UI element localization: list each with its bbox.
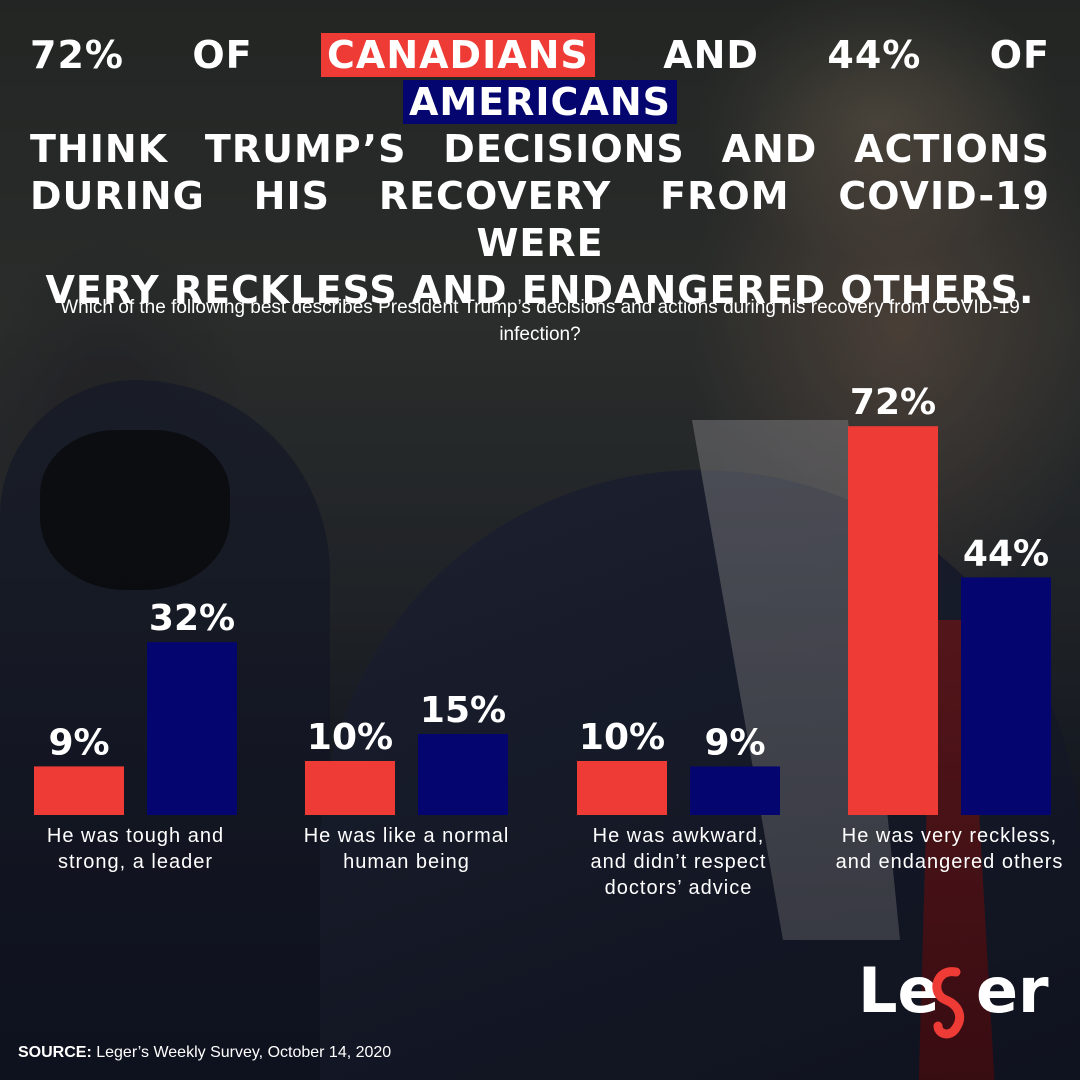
survey-question: Which of the following best describes Pr… [60, 297, 1020, 345]
value-label-americans-3: 9% [704, 722, 765, 763]
category-label-line: strong, a leader [58, 851, 213, 873]
bar-americans-4 [961, 577, 1051, 815]
headline-line-2: THINK TRUMP’S DECISIONS AND ACTIONS [30, 127, 1050, 171]
category-label-line: doctors’ advice [604, 877, 753, 899]
highlight-canadians: CANADIANS [321, 33, 595, 77]
bar-americans-3 [690, 766, 780, 815]
headline-line-4: VERY RECKLESS AND ENDANGERED OTHERS. [45, 268, 1035, 312]
category-label-line: and didn’t respect [590, 851, 767, 873]
category-label-line: and endangered others [835, 851, 1064, 873]
category-label-2: He was like a normal human being [277, 823, 537, 875]
category-label-line: He was very reckless, [841, 825, 1058, 847]
value-label-americans-2: 15% [420, 690, 506, 731]
bar-americans-2 [418, 734, 508, 815]
headline-text: AND 44% OF [663, 33, 1050, 77]
bar-americans-1 [147, 642, 237, 815]
background-mask [40, 430, 230, 590]
highlight-americans: AMERICANS [402, 80, 678, 124]
value-label-canadians-1: 9% [48, 722, 109, 763]
value-label-canadians-3: 10% [579, 717, 665, 758]
logo-g-icon [932, 967, 965, 1039]
bar-canadians-2 [305, 761, 395, 815]
headline-line-1: 72% OF CANADIANS AND 44% OF AMERICANS [30, 32, 1050, 126]
source-label: SOURCE: [18, 1044, 92, 1061]
value-label-americans-4: 44% [963, 533, 1049, 574]
value-label-canadians-4: 72% [850, 382, 936, 423]
logo-text-er: er [976, 954, 1049, 1027]
category-label-line: He was awkward, [592, 825, 765, 847]
headline: 72% OF CANADIANS AND 44% OF AMERICANS TH… [30, 32, 1050, 314]
bar-canadians-4 [848, 426, 938, 815]
category-label-line: He was like a normal [303, 825, 510, 847]
source-note: SOURCE: Leger’s Weekly Survey, October 1… [18, 1044, 391, 1062]
category-label-3: He was awkward, and didn’t respect doctors… [549, 823, 809, 901]
headline-text: 72% OF [30, 33, 253, 77]
headline-line-3: DURING HIS RECOVERY FROM COVID-19 WERE [30, 174, 1050, 265]
leger-logo: Le er [858, 954, 1049, 1039]
category-label-1: He was tough and strong, a leader [6, 823, 266, 875]
bar-canadians-1 [34, 766, 124, 815]
category-label-line: human being [343, 851, 470, 873]
category-label-line: He was tough and [46, 825, 225, 847]
value-label-canadians-2: 10% [307, 717, 393, 758]
logo-text-le: Le [858, 954, 940, 1027]
value-label-americans-1: 32% [149, 598, 235, 639]
bar-canadians-3 [577, 761, 667, 815]
source-text: Leger’s Weekly Survey, October 14, 2020 [91, 1044, 392, 1061]
category-label-4: He was very reckless, and endangered othe… [820, 823, 1080, 875]
